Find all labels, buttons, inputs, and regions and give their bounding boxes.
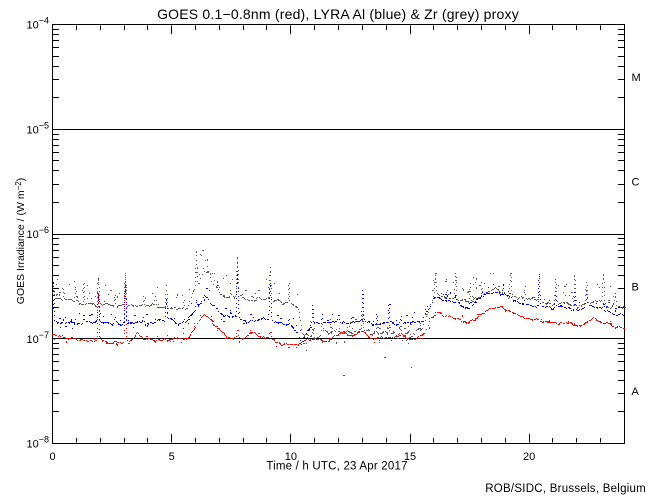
svg-text:M: M bbox=[632, 72, 641, 84]
svg-text:GOES 0.1−0.8nm (red), LYRA Al: GOES 0.1−0.8nm (red), LYRA Al (blue) & Z… bbox=[157, 6, 519, 22]
svg-text:15: 15 bbox=[404, 451, 416, 463]
svg-text:ROB/SIDC, Brussels, Belgium: ROB/SIDC, Brussels, Belgium bbox=[485, 483, 646, 495]
svg-text:0: 0 bbox=[49, 451, 55, 463]
svg-text:5: 5 bbox=[169, 451, 175, 463]
svg-text:10: 10 bbox=[285, 451, 297, 463]
svg-text:B: B bbox=[632, 281, 639, 293]
svg-text:Time / h UTC, 23 Apr 2017: Time / h UTC, 23 Apr 2017 bbox=[266, 461, 407, 473]
svg-text:A: A bbox=[632, 386, 640, 398]
svg-text:C: C bbox=[632, 177, 640, 189]
svg-text:GOES Irradiance / (W m−2): GOES Irradiance / (W m−2) bbox=[14, 178, 27, 304]
svg-text:20: 20 bbox=[523, 451, 535, 463]
